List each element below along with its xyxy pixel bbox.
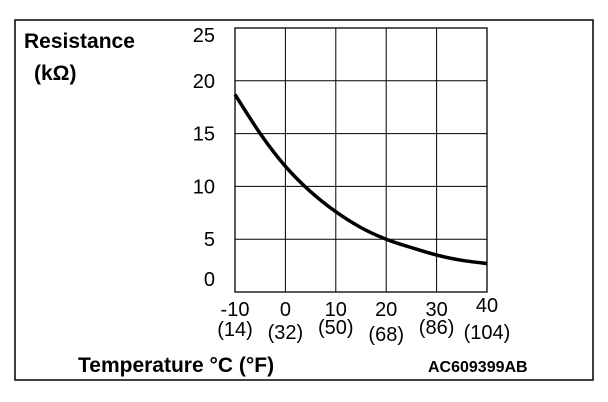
x-axis-label: Temperature °C (°F): [78, 354, 274, 377]
x-tick-labels: -10(14) 0(32) 10(50) 20 (68) 30(86) 40 (104): [217, 295, 510, 346]
x-tick-sublabel-3: (68): [368, 324, 404, 346]
y-tick-label-4: 20: [193, 71, 215, 93]
x-tick-label-1: 0: [280, 299, 291, 321]
series-group: [233, 93, 488, 266]
x-tick-label-3: 20: [375, 299, 397, 321]
x-tick-sublabel-1: (32): [268, 322, 304, 344]
y-axis-label: Resistance: [24, 30, 135, 53]
y-tick-label-1: 5: [204, 229, 215, 251]
y-tick-label-0: 0: [204, 269, 215, 291]
y-tick-labels: 0 5 10 15 20 25: [193, 25, 215, 291]
x-tick-sublabel-2: (50): [318, 317, 354, 339]
x-tick-sublabel-5: (104): [464, 322, 511, 344]
plot-frame: [234, 27, 488, 293]
y-tick-label-2: 10: [193, 176, 215, 198]
x-tick-label-5: 40: [476, 295, 498, 317]
figure-code: AC609399AB: [428, 359, 528, 376]
y-tick-label-5: 25: [193, 25, 215, 47]
x-tick-label-0: -10: [221, 299, 250, 321]
y-axis-unit: (kΩ): [34, 62, 77, 85]
grid: [235, 28, 487, 292]
x-tick-label-4: 30: [425, 299, 447, 321]
x-tick-label-2: 10: [325, 299, 347, 321]
series-line-0: [233, 93, 488, 266]
figure-frame: [14, 19, 594, 381]
y-tick-label-3: 15: [193, 124, 215, 146]
x-tick-sublabel-4: (86): [419, 317, 455, 339]
x-tick-sublabel-0: (14): [217, 319, 253, 341]
